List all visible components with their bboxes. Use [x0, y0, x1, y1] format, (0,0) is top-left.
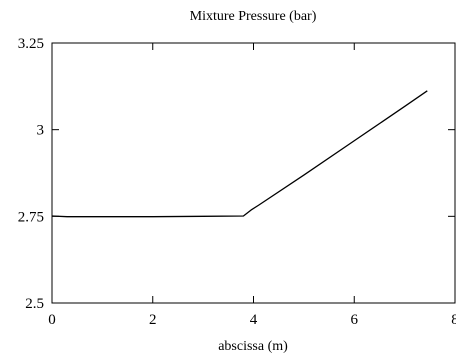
x-tick-label: 8 [451, 312, 456, 328]
series-layer [51, 90, 428, 218]
y-tick-label: 3.25 [18, 36, 44, 52]
x-tick-label: 2 [149, 312, 157, 328]
y-tick-label: 2.5 [25, 296, 44, 312]
x-axis-ticks: 0 2 4 6 8 [48, 43, 456, 328]
series-line [51, 90, 428, 218]
y-axis-ticks: 2.5 2.75 3 3.25 [18, 36, 455, 312]
x-tick-label: 4 [250, 312, 258, 328]
x-axis-label: abscissa (m) [218, 339, 288, 354]
x-tick-label: 6 [351, 312, 359, 328]
plot-frame [51, 42, 456, 304]
y-tick-label: 2.75 [18, 209, 44, 225]
y-tick-label: 3 [37, 123, 45, 139]
x-tick-label: 0 [48, 312, 56, 328]
chart-title: Mixture Pressure (bar) [190, 9, 317, 24]
